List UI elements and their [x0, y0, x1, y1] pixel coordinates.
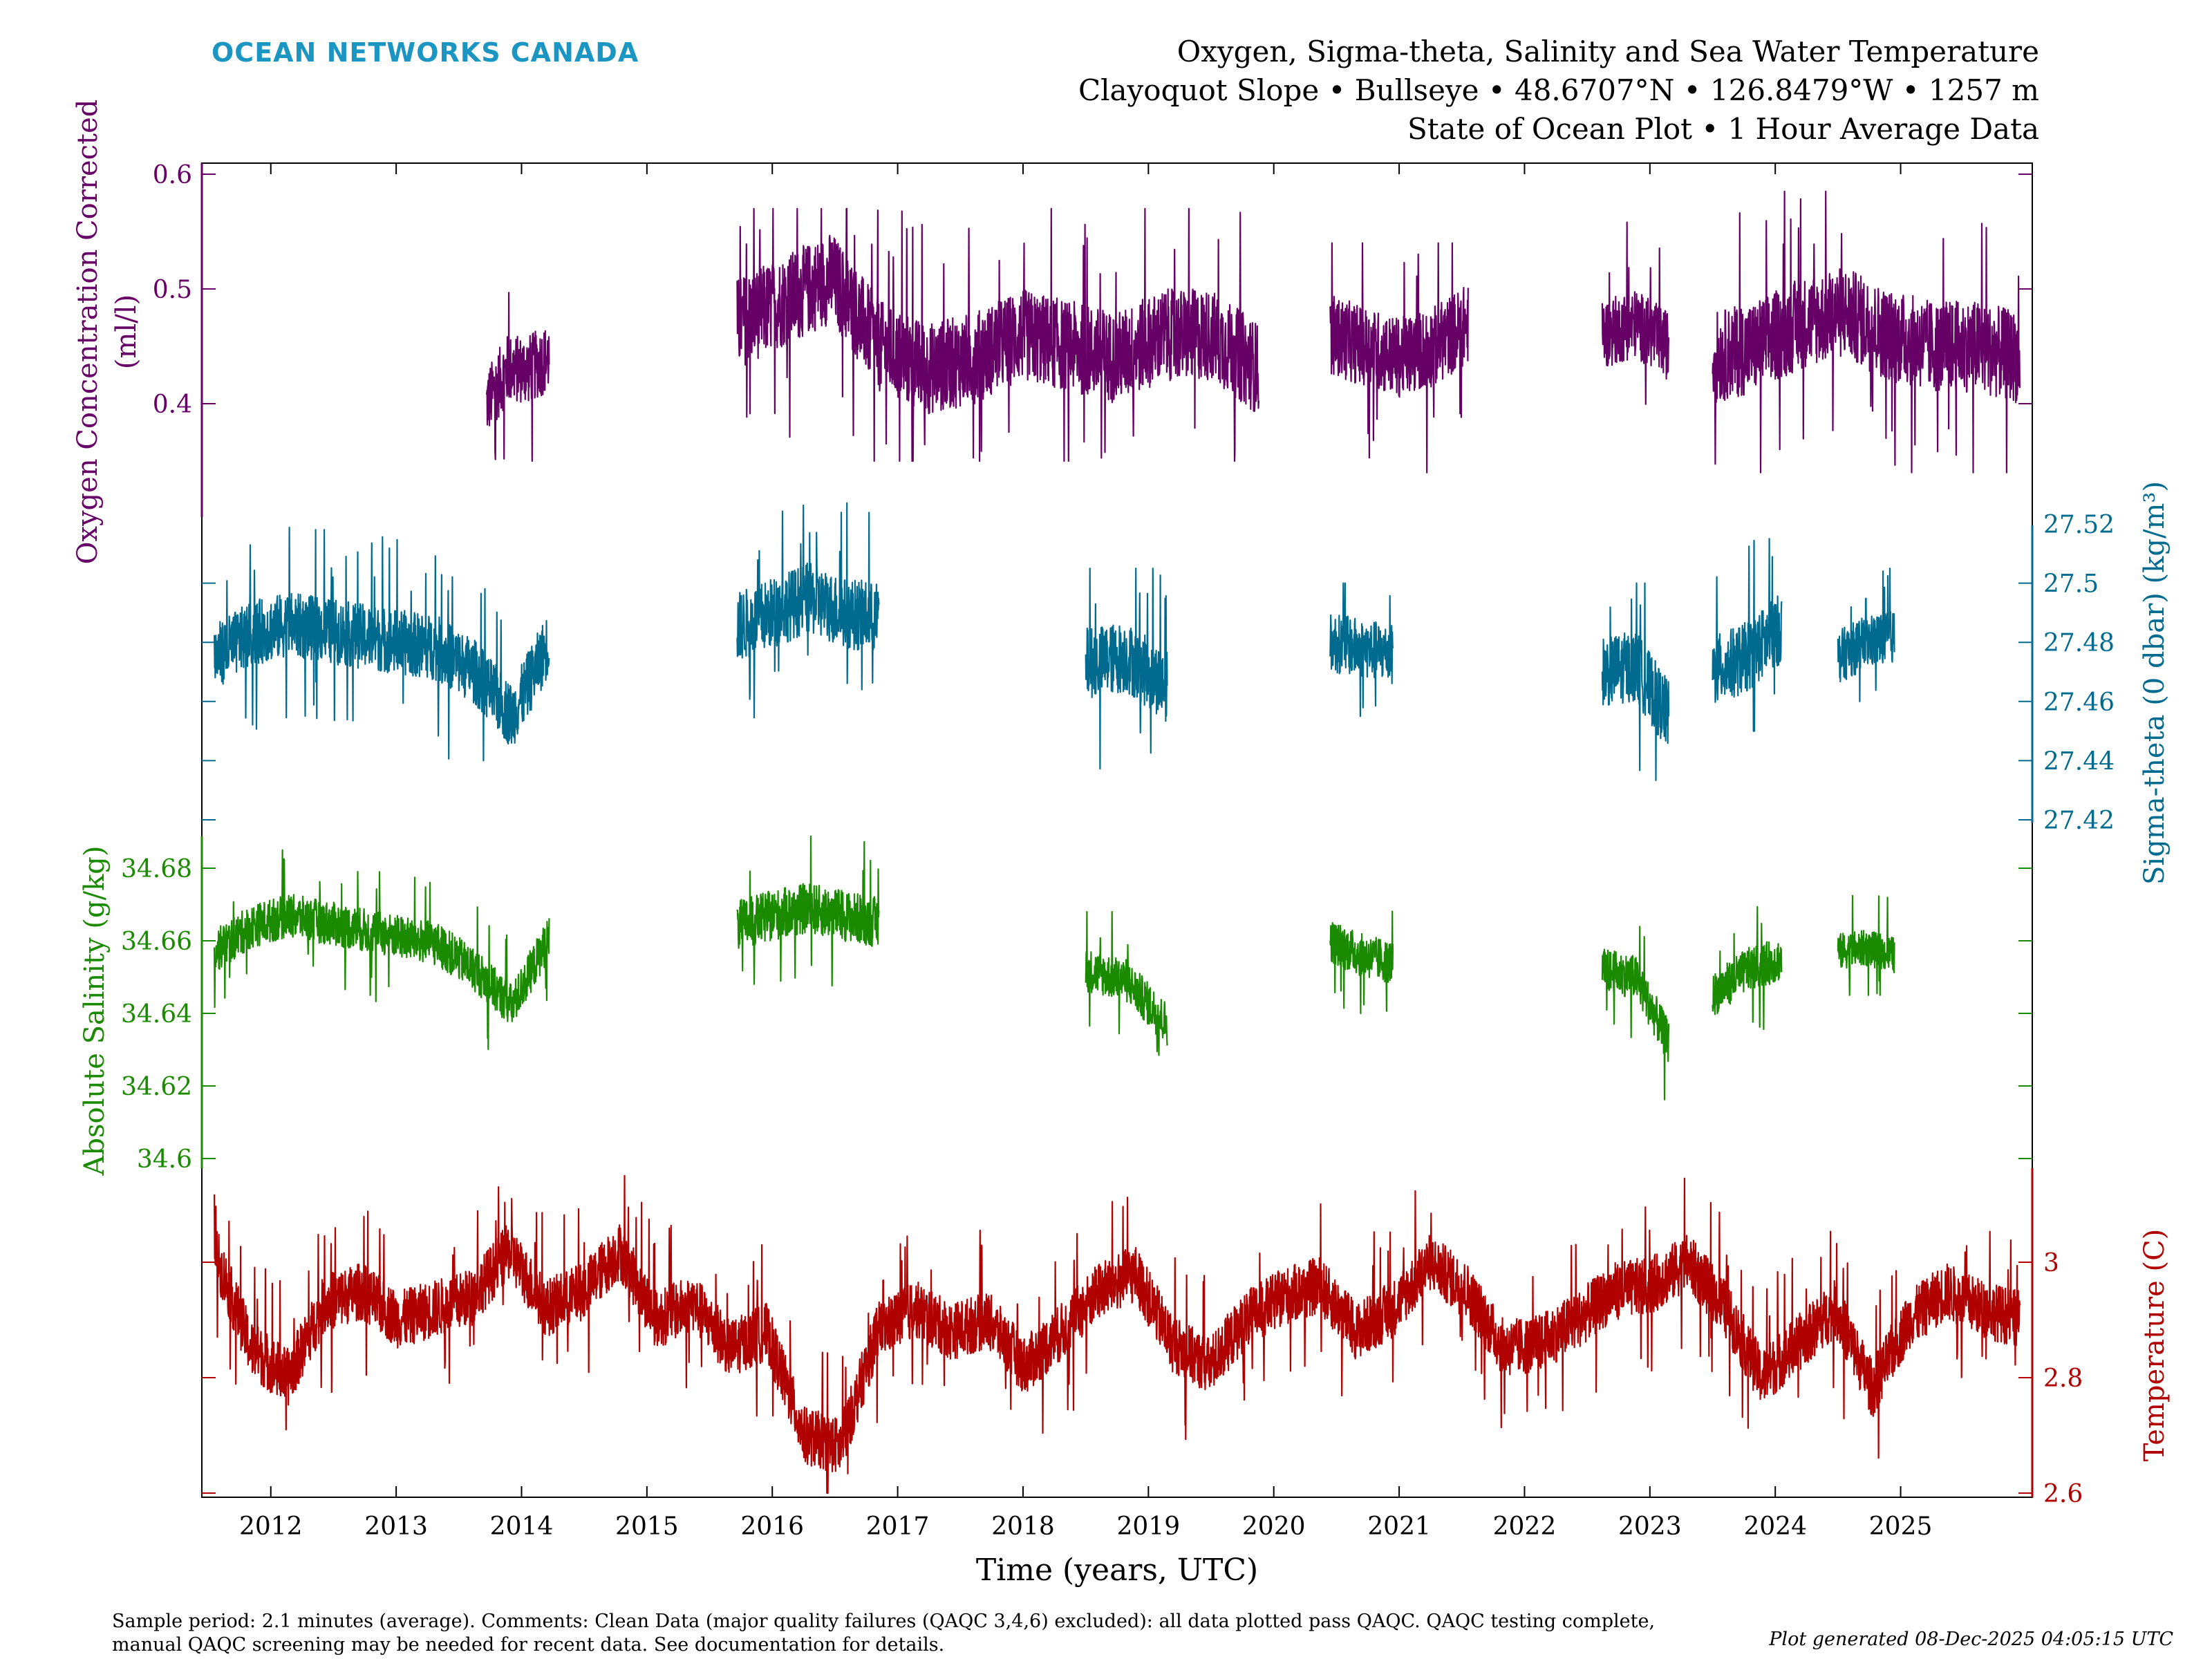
sigma_theta-series-segment [736, 502, 880, 719]
oxygen-tick-label: 0.4 [153, 391, 192, 419]
plot-frame [201, 162, 2033, 1498]
temperature-tick-label: 3 [2043, 1249, 2059, 1277]
chart-title-line-1: Oxygen, Sigma-theta, Salinity and Sea Wa… [1177, 35, 2039, 68]
salinity-series-segment [736, 835, 880, 987]
plot-generated-stamp: Plot generated 08-Dec-2025 04:05:15 UTC [1769, 1629, 2173, 1650]
x-tick-label: 2016 [740, 1512, 804, 1541]
sigma_theta-series-segment [214, 526, 550, 762]
oxygen-axis-label-line-2: (ml/l) [111, 294, 142, 369]
sigma_theta-series-segment [1712, 538, 1783, 732]
sigma_theta-tick-label: 27.48 [2043, 629, 2115, 657]
chart-title-line-2: Clayoquot Slope • Bullseye • 48.6707°N •… [1078, 73, 2039, 107]
x-axis-label: Time (years, UTC) [976, 1553, 1258, 1588]
chart-title-line-3: State of Ocean Plot • 1 Hour Average Dat… [1407, 112, 2039, 146]
salinity-tick-label: 34.6 [137, 1145, 192, 1174]
salinity-axis-label: Absolute Salinity (g/kg) [79, 845, 111, 1176]
salinity-series-segment [1085, 910, 1168, 1056]
x-tick-label: 2023 [1618, 1512, 1682, 1541]
x-tick-label: 2018 [991, 1512, 1055, 1541]
x-tick-label: 2015 [615, 1512, 679, 1541]
x-tick-label: 2013 [364, 1512, 428, 1541]
temperature-tick-label: 2.8 [2043, 1365, 2083, 1393]
x-tick-label: 2014 [490, 1512, 554, 1541]
sigma_theta-tick-label: 27.5 [2043, 570, 2099, 599]
sigma_theta-series-segment [1085, 568, 1168, 770]
footer-comment-line-2: manual QAQC screening may be needed for … [112, 1634, 945, 1656]
sigma_theta-tick-label: 27.44 [2043, 747, 2115, 776]
oxygen-axis-label-line-1: Oxygen Concentration Corrected [72, 100, 104, 565]
sigma_theta-series-segment [1837, 568, 1895, 702]
temperature-tick-label: 2.6 [2043, 1480, 2083, 1508]
oxygen-series-segment [736, 207, 1259, 462]
x-tick-label: 2019 [1117, 1512, 1181, 1541]
salinity-tick-label: 34.66 [121, 928, 192, 956]
brand-logo-text: OCEAN NETWORKS CANADA [212, 37, 639, 68]
salinity-series-segment [1329, 910, 1394, 1015]
temperature-axis: 2.6 2.8 3 Temperature (C) [202, 1168, 2171, 1508]
sigma_theta-tick-label: 27.46 [2043, 688, 2115, 717]
salinity-tick-label: 34.64 [121, 1000, 192, 1029]
salinity-series-segment [1837, 894, 1895, 996]
oxygen-series-segment [1712, 190, 2021, 474]
x-tick-label: 2012 [239, 1512, 303, 1541]
temperature-axis-label: Temperature (C) [2139, 1229, 2171, 1462]
oxygen-axis: 0.4 0.5 0.6 Oxygen Concentration Corrected(… [72, 100, 2032, 565]
salinity-tick-label: 34.62 [121, 1073, 192, 1101]
salinity-series-segment [214, 849, 550, 1051]
oxygen-tick-label: 0.6 [153, 161, 192, 189]
sigma_theta-tick-label: 27.42 [2043, 807, 2115, 835]
salinity-tick-label: 34.68 [121, 855, 192, 883]
oxygen-series-segment [485, 292, 550, 462]
salinity-series-segment [1712, 906, 1783, 1031]
x-tick-label: 2020 [1242, 1512, 1306, 1541]
sigma_theta-tick-label: 27.52 [2043, 511, 2115, 539]
x-tick-label: 2024 [1743, 1512, 1807, 1541]
salinity-axis: 34.6 34.62 34.64 34.66 34.68 Absolute Salinit… [79, 836, 2032, 1177]
footer-comment-line-1: Sample period: 2.1 minutes (average). Co… [112, 1611, 1656, 1632]
sigma_theta-series-segment [1329, 582, 1394, 718]
oxygen-series-segment [1329, 242, 1469, 474]
axis-layer: 2012 2013 2014 2015 2016 2017 2018 2019 2020 2021… [72, 100, 2171, 1588]
sigma_theta-axis: 27.42 27.44 27.46 27.48 27.5 27.52 Sigma-theta… [202, 481, 2171, 885]
x-tick-label: 2022 [1493, 1512, 1557, 1541]
salinity-series-segment [1601, 926, 1670, 1100]
oxygen-series-segment [1601, 221, 1670, 405]
data-layer [214, 190, 2021, 1494]
x-tick-label: 2021 [1367, 1512, 1431, 1541]
oxygen-tick-label: 0.5 [153, 276, 192, 304]
sigma_theta-axis-label: Sigma-theta (0 dbar) (kg/m³) [2139, 481, 2171, 885]
sigma_theta-series-segment [1601, 582, 1670, 782]
x-tick-label: 2017 [866, 1512, 930, 1541]
x-tick-label: 2025 [1869, 1512, 1933, 1541]
plot-border [201, 162, 2033, 1498]
temperature-series-segment [214, 1174, 2021, 1494]
